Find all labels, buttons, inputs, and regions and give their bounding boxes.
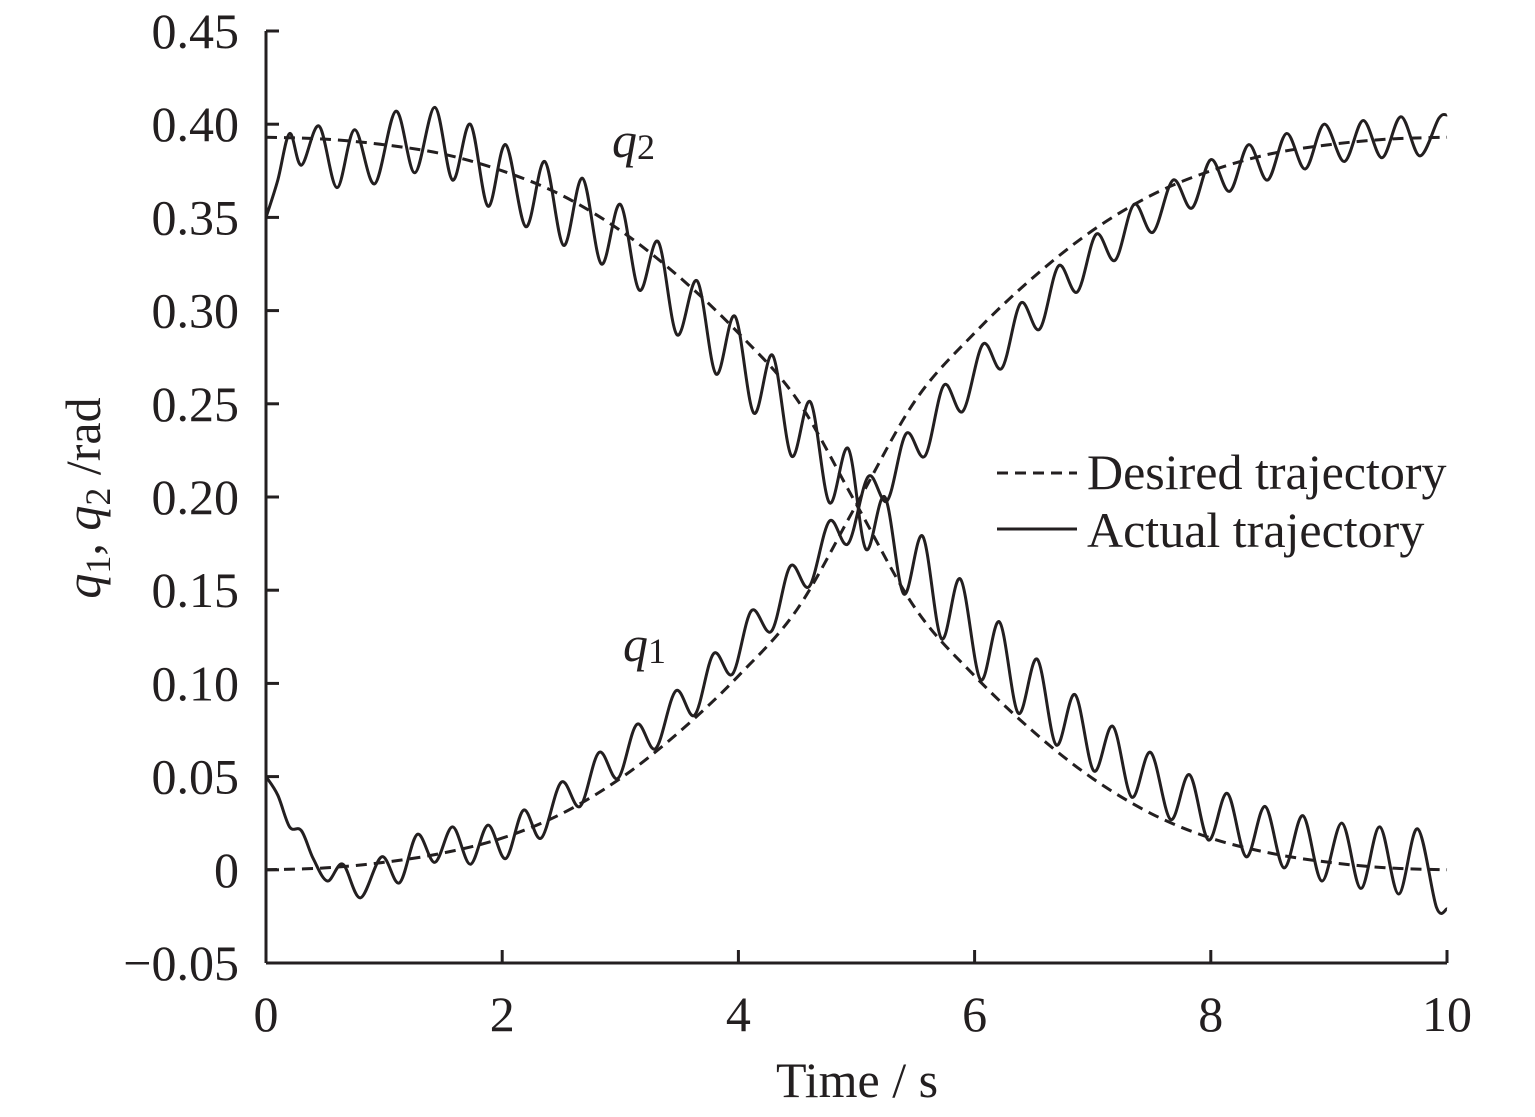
y-tick-label: 0.15: [152, 562, 240, 618]
annotation-q2-symbol: q: [612, 112, 637, 168]
y-tick-label: 0.40: [152, 96, 240, 152]
actual-q1-line: [264, 112, 1448, 900]
annotation-q2: q2: [612, 112, 655, 168]
y-tick-label: 0.05: [152, 749, 240, 805]
annotation-q1: q1: [623, 616, 666, 672]
actual-q2-line: [264, 105, 1448, 915]
y-ticks: −0.05 0 0.05 0.10 0.15 0.20 0.25 0.30 0.35 0.40 0.…: [123, 3, 279, 991]
y-axis-label-q2: q: [55, 506, 111, 531]
legend: Desired trajectory Actual trajectory: [997, 444, 1447, 558]
y-axis-label-sub1: 1: [78, 556, 118, 574]
x-tick-label: 10: [1422, 986, 1472, 1042]
plot-area: [264, 105, 1448, 915]
annotation-q1-sub: 1: [648, 631, 666, 671]
y-tick-label: 0.30: [152, 283, 240, 339]
y-axis-label-sub2: 2: [78, 488, 118, 506]
y-tick-label: 0.10: [152, 655, 240, 711]
x-ticks: 0 2 4 6 8 10: [254, 950, 1472, 1042]
y-axis-label-unit: /rad: [55, 397, 111, 487]
desired-q1-line: [265, 135, 1448, 872]
x-tick-label: 6: [962, 986, 987, 1042]
legend-label-desired: Desired trajectory: [1087, 444, 1447, 500]
x-axis-label: Time / s: [776, 1052, 938, 1108]
x-tick-label: 8: [1198, 986, 1223, 1042]
x-tick-label: 4: [726, 986, 751, 1042]
y-axis-label-sep: ,: [55, 531, 111, 556]
y-axis-label-q1: q: [55, 574, 111, 599]
x-tick-label: 0: [254, 986, 279, 1042]
y-tick-label: 0: [214, 842, 239, 898]
y-tick-label: 0.35: [152, 189, 240, 245]
legend-label-actual: Actual trajectory: [1087, 502, 1424, 558]
annotation-q2-sub: 2: [637, 127, 655, 167]
y-tick-label: 0.20: [152, 469, 240, 525]
y-tick-label: 0.25: [152, 376, 240, 432]
annotation-q1-symbol: q: [623, 616, 648, 672]
y-axis-label: q1, q2 /rad: [55, 397, 118, 598]
y-tick-label: −0.05: [123, 935, 239, 991]
y-tick-label: 0.45: [152, 3, 240, 59]
x-tick-label: 2: [490, 986, 515, 1042]
